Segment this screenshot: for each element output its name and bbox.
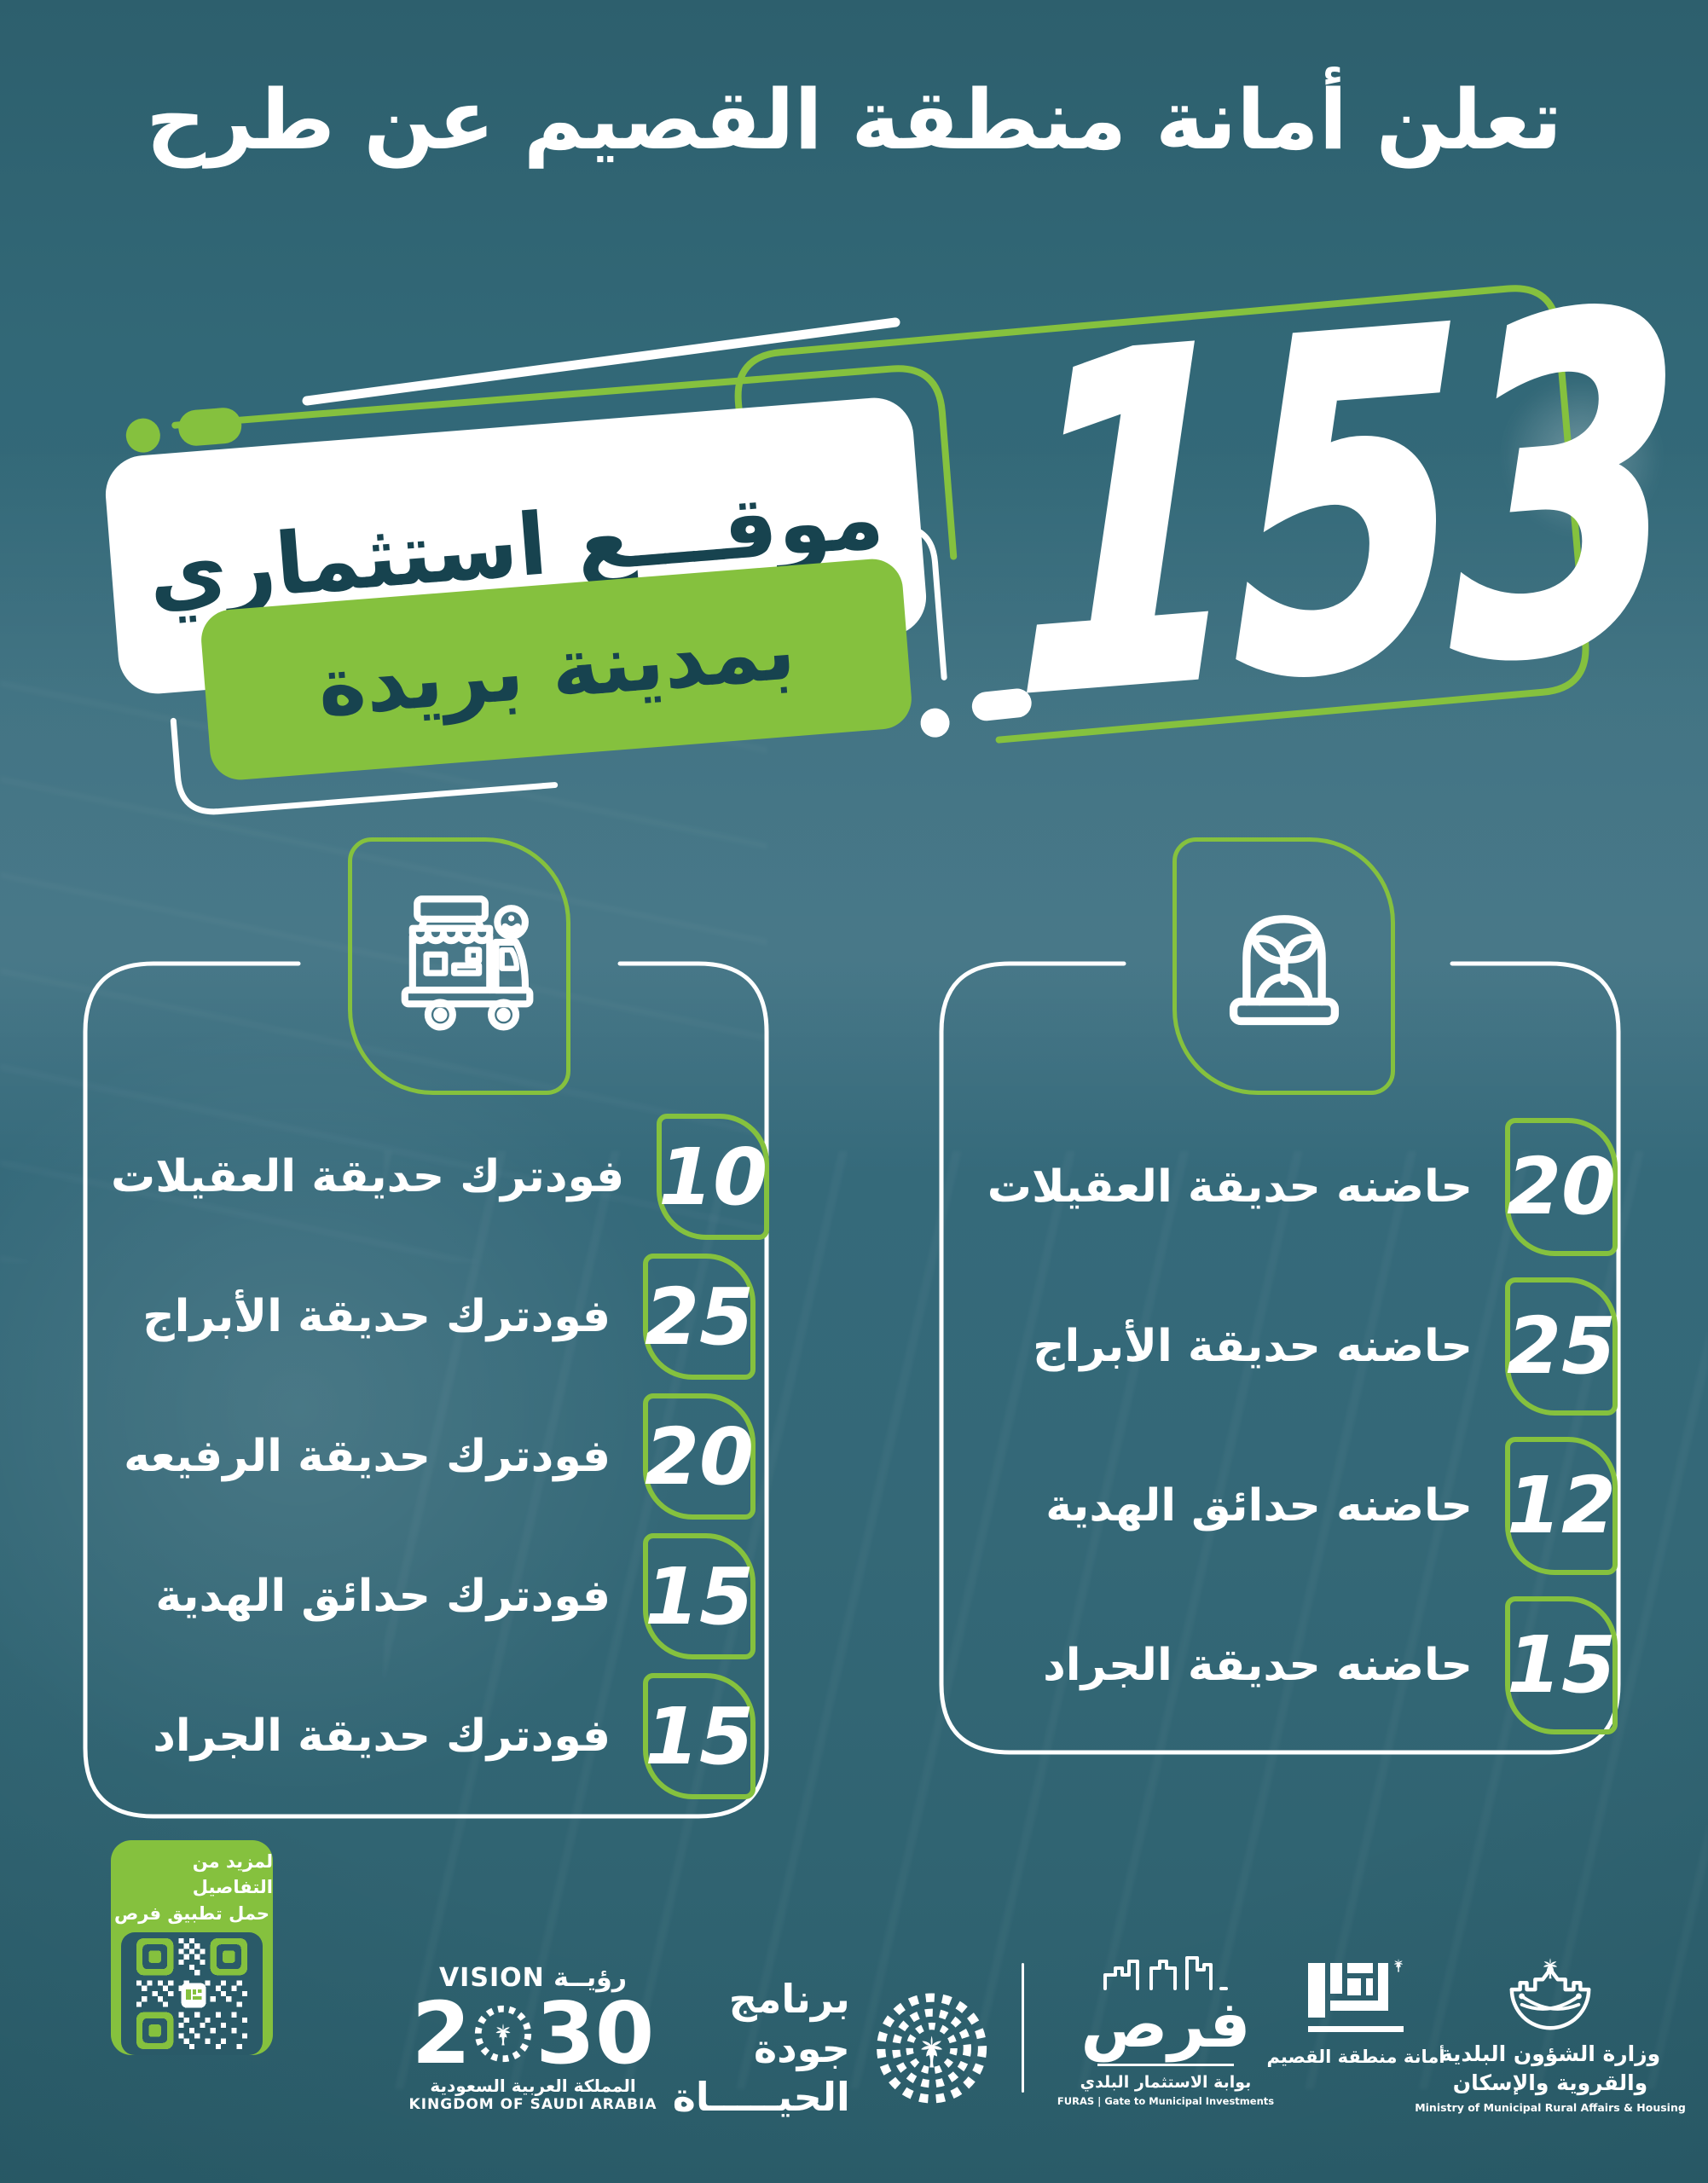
vision-year-left: 2 <box>411 1983 472 2083</box>
item-label: فودترك حديقة الجراد <box>153 1711 611 1762</box>
list-item: حاضنه حديقة الأبراج 25 <box>976 1266 1618 1426</box>
list-item: حاضنه حدائق الهدية 12 <box>976 1426 1618 1585</box>
ministry-name-ar-line2: والقروية والإسكان <box>1452 2070 1648 2095</box>
item-label: فودترك حدائق الهدية <box>155 1571 611 1622</box>
item-count-badge: 25 <box>1505 1277 1618 1416</box>
ministry-name-ar-line1: وزارة الشؤون البلدية <box>1439 2041 1661 2066</box>
list-item: فودترك حديقة الجراد 15 <box>111 1666 756 1806</box>
qr-code <box>136 1938 247 2050</box>
ministry-emblem-icon <box>1509 1958 1591 2030</box>
item-count-badge: 12 <box>1505 1436 1618 1575</box>
furas-wordmark: فرص <box>1080 1986 1251 2062</box>
item-label: حاضنه حدائق الهدية <box>1045 1479 1473 1532</box>
plant-incubator-icon <box>1229 915 1339 1026</box>
item-label: حاضنه حديقة الأبراج <box>1033 1320 1473 1372</box>
furas-tagline-en: FURAS | Gate to Municipal Investments <box>1057 2095 1275 2107</box>
incubators-list: حاضنه حديقة العقيلات 20 حاضنه حديقة الأب… <box>976 1107 1618 1745</box>
qr-code-block: لمزيد من التفاصيل حمل تطبيق فرص <box>111 1840 273 2055</box>
list-item: فودترك حديقة الرفيعه 20 <box>111 1387 756 1526</box>
ministry-name-en: Ministry of Municipal Rural Affairs & Ho… <box>1415 2100 1686 2114</box>
food-trucks-container-outline <box>83 961 769 1819</box>
qol-line1: برنامج جودة <box>728 1976 850 2071</box>
quality-of-life-logo: برنامج جودة الحيـــــاة <box>633 1975 991 2122</box>
food-trucks-list: فودترك حديقة العقيلات 10 فودترك حديقة ال… <box>111 1107 770 1806</box>
furas-tagline-ar: بوابة الاستثمار البلدي <box>1080 2073 1252 2092</box>
qol-line2: الحيـــــاة <box>672 2074 850 2120</box>
white-dot <box>920 708 950 738</box>
item-count-badge: 15 <box>1505 1595 1618 1734</box>
poster-title: تعلن أمانة منطقة القصيم عن طرح <box>146 72 1562 168</box>
white-dash <box>971 688 1032 721</box>
qr-caption-line2: حمل تطبيق فرص <box>113 1902 270 1924</box>
item-count-badge: 15 <box>643 1673 756 1799</box>
incubators-container-outline <box>939 961 1621 1755</box>
item-label: حاضنه حديقة الجراد <box>1043 1639 1473 1691</box>
city-skyline-icon <box>1103 1956 1228 1990</box>
ministry-logo: وزارة الشؤون البلدية والقروية والإسكان M… <box>1415 1949 1686 2114</box>
furas-rule <box>1097 2064 1234 2066</box>
list-item: حاضنه حديقة العقيلات 20 <box>976 1107 1618 1266</box>
qr-panel <box>121 1932 263 2055</box>
vision-kingdom-en: KINGDOM OF SAUDI ARABIA <box>408 2096 657 2113</box>
accent-line-white <box>302 317 900 406</box>
item-count-badge: 15 <box>643 1533 756 1659</box>
vision-2030-wordmark: رؤيــة VISION <box>438 1963 628 1993</box>
vision-kingdom-ar: المملكة العربية السعودية <box>430 2076 636 2096</box>
list-item: فودترك حديقة العقيلات 10 <box>111 1107 770 1247</box>
incubators-icon-box <box>1172 837 1395 1095</box>
list-item: فودترك حديقة الأبراج 25 <box>111 1247 756 1387</box>
green-dash <box>178 408 242 446</box>
furas-logo: فرص بوابة الاستثمار البلدي FURAS | Gate … <box>1057 1949 1274 2107</box>
green-dot <box>125 418 160 453</box>
vision-2030-logo: رؤيــة VISION 2 30 المملكة العربية السعو… <box>409 1963 657 2113</box>
investment-sites-count: 153 <box>1012 213 1679 800</box>
food-truck-icon <box>401 895 533 1031</box>
vision-year-right: 30 <box>536 1983 655 2083</box>
city-label-text: بمدينة بريدة <box>314 604 799 735</box>
item-count-badge: 20 <box>1505 1117 1618 1256</box>
list-item: حاضنه حديقة الجراد 15 <box>976 1585 1618 1745</box>
item-count-badge: 25 <box>643 1254 756 1380</box>
item-count-badge: 10 <box>657 1114 770 1240</box>
vision-2030-year: 2 30 <box>411 1983 655 2083</box>
item-label: فودترك حديقة الرفيعه <box>124 1431 611 1482</box>
site-card-ghost-outline <box>171 365 958 560</box>
city-card-ghost-outline-bottom <box>170 717 559 815</box>
count-frame-outline <box>734 285 1589 744</box>
item-count-badge: 20 <box>643 1393 756 1520</box>
list-item: فودترك حدائق الهدية 15 <box>111 1526 756 1666</box>
qassim-kufic-icon <box>1307 1959 1404 2032</box>
quality-of-life-text: برنامج جودة الحيـــــاة <box>633 1975 850 2122</box>
item-label: حاضنه حديقة العقيلات <box>987 1161 1473 1213</box>
saudi-palm-rosette-icon <box>876 1993 987 2104</box>
footer-divider <box>1022 1963 1024 2093</box>
qassim-municipality-logo: أمانة منطقة القصيم <box>1266 1953 1445 2067</box>
food-trucks-icon-box <box>348 837 570 1095</box>
vision-palm-rosette-icon <box>475 2005 532 2062</box>
item-label: فودترك حديقة العقيلات <box>111 1151 625 1202</box>
item-label: فودترك حديقة الأبراج <box>142 1291 611 1342</box>
qassim-municipality-name: أمانة منطقة القصيم <box>1266 2047 1445 2067</box>
qr-caption-line1: لمزيد من التفاصيل <box>192 1851 273 1898</box>
